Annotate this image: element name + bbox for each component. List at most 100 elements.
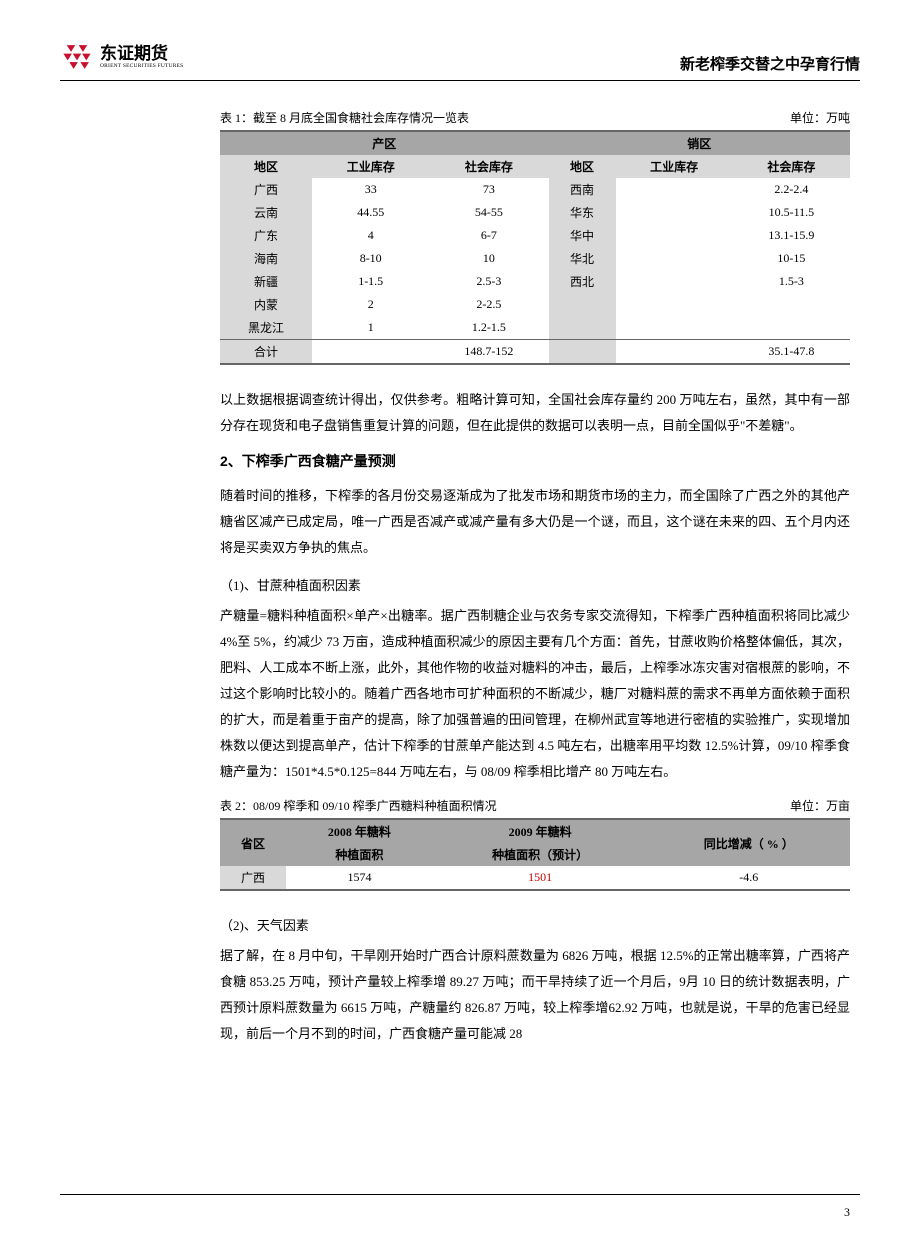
logo-icon [60, 40, 94, 74]
table-cell: 2.5-3 [429, 270, 548, 293]
table2-title: 表 2：08/09 榨季和 09/10 榨季广西糖料种植面积情况 [220, 797, 497, 814]
col-soc-l: 社会库存 [429, 155, 548, 178]
table-cell: 海南 [220, 247, 312, 270]
table2-data-row: 广西 1574 1501 -4.6 [220, 866, 850, 890]
table-cell: 10-15 [733, 247, 850, 270]
col-soc-r: 社会库存 [733, 155, 850, 178]
table-cell: 2 [312, 293, 429, 316]
table2-header-row1: 省区 2008 年糖料 2009 年糖料 同比增减（ % ） [220, 819, 850, 843]
t2-province: 广西 [220, 866, 286, 890]
total-soc-r: 35.1-47.8 [733, 340, 850, 365]
footer-divider [60, 1194, 860, 1195]
document-title: 新老榨季交替之中孕育行情 [680, 53, 860, 74]
table-cell: 1.5-3 [733, 270, 850, 293]
page-number: 3 [844, 1205, 850, 1220]
inventory-table: 产区 销区 地区 工业库存 社会库存 地区 工业库存 社会库存 广西3373西南… [220, 130, 850, 365]
table-cell: 54-55 [429, 201, 548, 224]
document-page: 东证期货 ORIENT SECURITIES FUTURES 新老榨季交替之中孕… [0, 0, 920, 1250]
total-soc-l: 148.7-152 [429, 340, 548, 365]
paragraph-3: 产糖量=糖料种植面积×单产×出糖率。据广西制糖企业与农务专家交流得知，下榨季广西… [220, 603, 850, 785]
t2-col-province: 省区 [220, 819, 286, 866]
table-cell: 内蒙 [220, 293, 312, 316]
col-ind-r: 工业库存 [616, 155, 733, 178]
table-cell: 广东 [220, 224, 312, 247]
table2-unit: 单位：万亩 [790, 797, 850, 814]
main-content: 表 1：截至 8 月底全国食糖社会库存情况一览表 单位：万吨 产区 销区 地区 … [220, 109, 850, 1047]
col-region-l: 地区 [220, 155, 312, 178]
logo-cn: 东证期货 [100, 45, 183, 64]
table1-title: 表 1：截至 8 月底全国食糖社会库存情况一览表 [220, 109, 469, 126]
table1-caption: 表 1：截至 8 月底全国食糖社会库存情况一览表 单位：万吨 [220, 109, 850, 126]
t2-col-change: 同比增减（ % ） [648, 819, 850, 866]
total-ind-l [312, 340, 429, 365]
t2-col-2008: 2008 年糖料 [286, 819, 433, 843]
table2-caption: 表 2：08/09 榨季和 09/10 榨季广西糖料种植面积情况 单位：万亩 [220, 797, 850, 814]
table-cell: 8-10 [312, 247, 429, 270]
logo-text: 东证期货 ORIENT SECURITIES FUTURES [100, 45, 183, 70]
table-row: 新疆1-1.52.5-3西北 1.5-3 [220, 270, 850, 293]
total-ind-r [616, 340, 733, 365]
t2-sub-2009: 种植面积（预计） [433, 843, 648, 866]
table-cell: 新疆 [220, 270, 312, 293]
table-cell: 2-2.5 [429, 293, 548, 316]
table-cell [549, 316, 616, 340]
table-cell: 33 [312, 178, 429, 201]
table-cell: 10.5-11.5 [733, 201, 850, 224]
table-cell [733, 316, 850, 340]
table-cell: 云南 [220, 201, 312, 224]
t2-col-2009: 2009 年糖料 [433, 819, 648, 843]
planting-area-table: 省区 2008 年糖料 2009 年糖料 同比增减（ % ） 种植面积 种植面积… [220, 818, 850, 891]
table-cell [733, 293, 850, 316]
table-cell: 华中 [549, 224, 616, 247]
t2-val-2008: 1574 [286, 866, 433, 890]
table-cell [616, 178, 733, 201]
col-region-r: 地区 [549, 155, 616, 178]
section-heading-2: 2、下榨季广西食糖产量预测 [220, 451, 850, 471]
table-cell: 1.2-1.5 [429, 316, 548, 340]
table-cell [616, 316, 733, 340]
group-left: 产区 [220, 131, 549, 155]
table-row: 海南8-1010华北 10-15 [220, 247, 850, 270]
table-cell: 2.2-2.4 [733, 178, 850, 201]
table-cell [616, 224, 733, 247]
page-header: 东证期货 ORIENT SECURITIES FUTURES 新老榨季交替之中孕… [60, 40, 860, 81]
table-cell: 黑龙江 [220, 316, 312, 340]
logo-en: ORIENT SECURITIES FUTURES [100, 63, 183, 69]
table-cell: 西南 [549, 178, 616, 201]
table-cell: 1-1.5 [312, 270, 429, 293]
paragraph-1: 以上数据根据调查统计得出，仅供参考。粗略计算可知，全国社会库存量约 200 万吨… [220, 387, 850, 439]
subsection-1-title: （1)、甘蔗种植面积因素 [220, 573, 850, 599]
table-cell: 1 [312, 316, 429, 340]
col-ind-l: 工业库存 [312, 155, 429, 178]
table-row: 广西3373西南 2.2-2.4 [220, 178, 850, 201]
table-cell: 73 [429, 178, 548, 201]
table1-group-row: 产区 销区 [220, 131, 850, 155]
t2-val-change: -4.6 [648, 866, 850, 890]
table-cell: 10 [429, 247, 548, 270]
table-cell [616, 247, 733, 270]
paragraph-2: 随着时间的推移，下榨季的各月份交易逐渐成为了批发市场和期货市场的主力，而全国除了… [220, 483, 850, 561]
table-cell: 44.55 [312, 201, 429, 224]
table-row: 黑龙江11.2-1.5 [220, 316, 850, 340]
table-row: 广东46-7华中13.1-15.9 [220, 224, 850, 247]
table-row: 云南44.5554-55华东 10.5-11.5 [220, 201, 850, 224]
table-cell [616, 270, 733, 293]
table1-col-header: 地区 工业库存 社会库存 地区 工业库存 社会库存 [220, 155, 850, 178]
table-cell [549, 293, 616, 316]
group-right: 销区 [549, 131, 850, 155]
company-logo: 东证期货 ORIENT SECURITIES FUTURES [60, 40, 183, 74]
table-cell [616, 201, 733, 224]
table-cell: 华东 [549, 201, 616, 224]
table-row: 内蒙22-2.5 [220, 293, 850, 316]
total-region-r [549, 340, 616, 365]
table-cell: 13.1-15.9 [733, 224, 850, 247]
paragraph-4: 据了解，在 8 月中旬，干旱刚开始时广西合计原料蔗数量为 6826 万吨，根据 … [220, 943, 850, 1047]
table1-total-row: 合计 148.7-152 35.1-47.8 [220, 340, 850, 365]
t2-sub-2008: 种植面积 [286, 843, 433, 866]
subsection-2-title: （2)、天气因素 [220, 913, 850, 939]
table-cell: 华北 [549, 247, 616, 270]
total-label: 合计 [220, 340, 312, 365]
table-cell: 6-7 [429, 224, 548, 247]
table-cell: 广西 [220, 178, 312, 201]
table-cell: 西北 [549, 270, 616, 293]
